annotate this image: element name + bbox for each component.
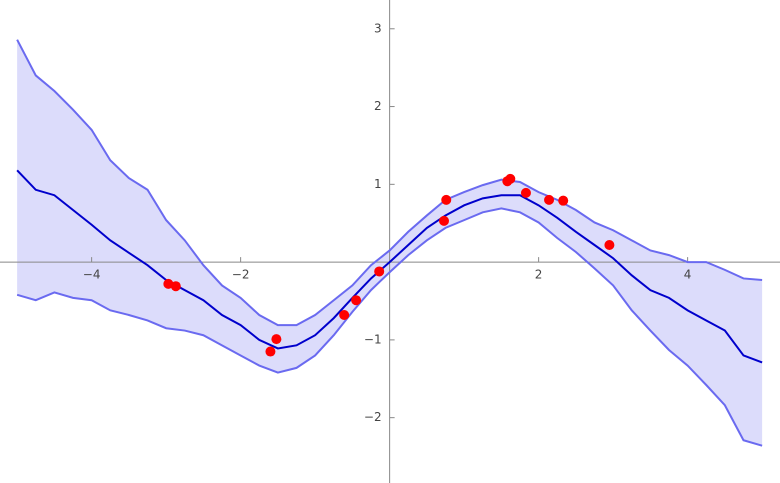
data-point xyxy=(441,194,452,205)
data-point xyxy=(351,295,362,306)
data-point xyxy=(604,240,615,250)
x-tick-label: −2 xyxy=(232,268,250,282)
data-point xyxy=(374,266,385,277)
data-point xyxy=(505,173,516,184)
x-tick-label: 2 xyxy=(535,268,543,282)
band-edge xyxy=(16,207,763,447)
x-tick-label: 4 xyxy=(684,268,692,282)
data-point xyxy=(265,346,276,357)
x-tick-label: −4 xyxy=(83,268,101,282)
y-tick-label: 1 xyxy=(374,177,382,191)
y-tick-label: −1 xyxy=(364,332,382,346)
band-edge xyxy=(16,39,763,327)
data-point xyxy=(439,215,450,226)
data-point xyxy=(520,187,531,198)
data-point xyxy=(558,195,569,206)
y-tick-label: 2 xyxy=(374,99,382,113)
y-tick-label: −2 xyxy=(364,410,382,424)
data-point xyxy=(271,334,282,345)
mean-line xyxy=(16,169,763,364)
data-point xyxy=(544,194,555,205)
y-tick-label: 3 xyxy=(374,21,382,35)
data-point xyxy=(170,281,181,292)
data-point xyxy=(339,310,350,320)
